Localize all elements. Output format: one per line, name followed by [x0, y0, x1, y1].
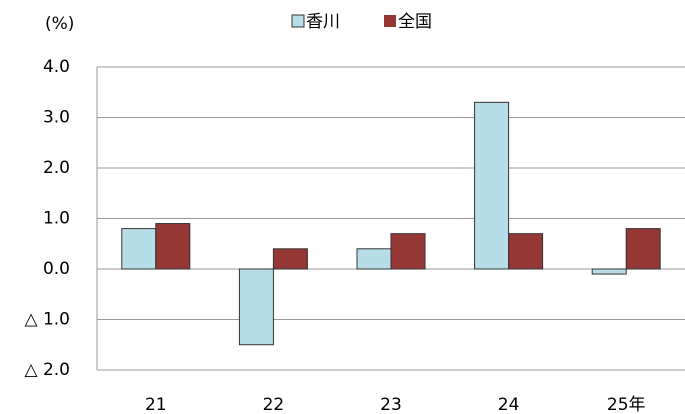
bar [591, 268, 627, 275]
bar [155, 223, 191, 270]
bar [272, 248, 308, 270]
bar [238, 268, 274, 346]
legend-swatch [291, 14, 305, 28]
legend-label: 全国 [398, 12, 432, 32]
y-tick-label: △ 2.0 [24, 360, 70, 380]
bar [121, 228, 157, 270]
bar [474, 101, 510, 270]
bar [625, 228, 661, 270]
x-tick-label: 24 [498, 395, 520, 414]
y-tick-label: 3.0 [43, 108, 70, 128]
bar [390, 233, 426, 270]
x-tick-label: 21 [145, 395, 167, 414]
y-tick-label: 2.0 [43, 158, 70, 178]
x-tick-label: 23 [380, 395, 402, 414]
y-tick-label: △ 1.0 [24, 310, 70, 330]
y-tick-label: 1.0 [43, 209, 70, 229]
y-tick-label: 0.0 [43, 259, 70, 279]
unit-label: (%) [45, 14, 74, 34]
legend-swatch [384, 15, 396, 27]
legend-label: 香川 [306, 12, 340, 32]
x-tick-label: 25年 [607, 395, 646, 414]
bar [508, 233, 544, 270]
y-tick-label: 4.0 [43, 57, 70, 77]
bar [356, 248, 392, 270]
x-tick-label: 22 [263, 395, 285, 414]
